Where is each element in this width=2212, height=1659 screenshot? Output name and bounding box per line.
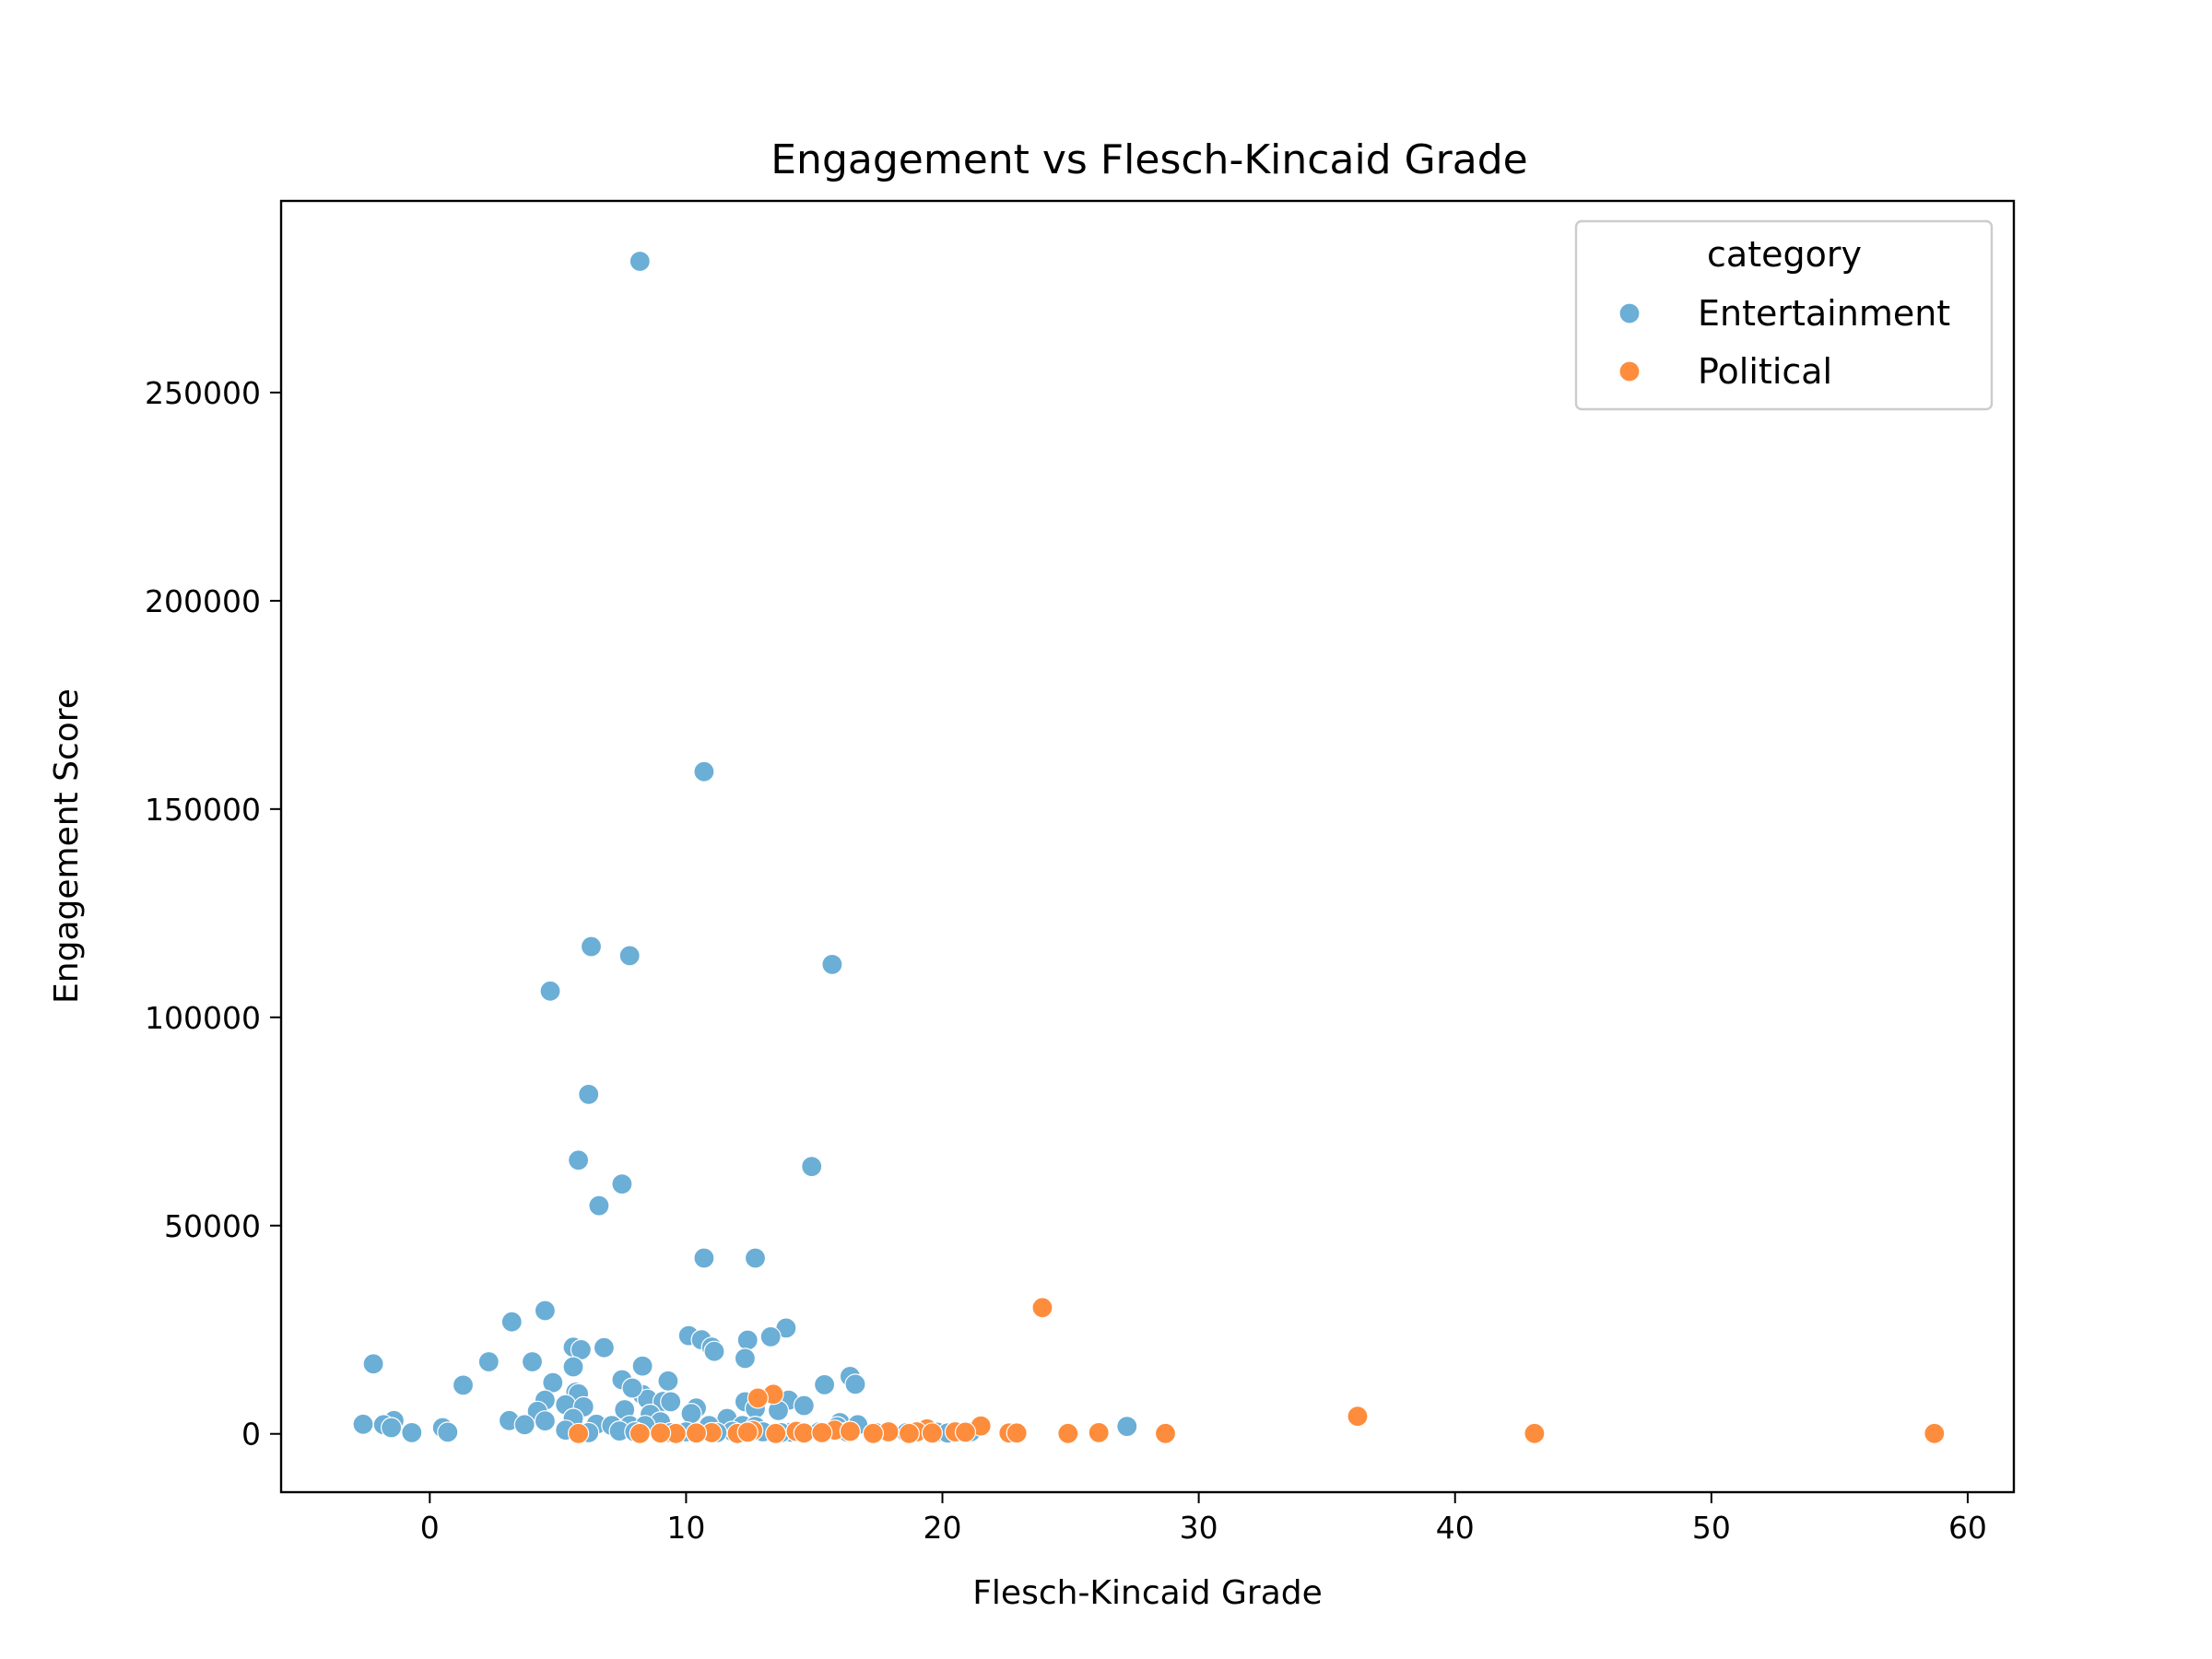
data-point [631, 1355, 653, 1377]
data-point [747, 1387, 769, 1409]
legend-marker-political [1618, 360, 1641, 382]
y-tick-label: 150000 [145, 792, 261, 828]
data-point [693, 760, 715, 782]
x-tick-label: 30 [1180, 1510, 1218, 1546]
legend-label-political: Political [1698, 351, 1832, 392]
data-point [1057, 1422, 1079, 1444]
x-axis: 0 10 20 30 40 50 60 [420, 1492, 1987, 1546]
data-point [813, 1373, 836, 1396]
data-point [898, 1422, 921, 1444]
data-point [611, 1172, 633, 1195]
data-point [811, 1421, 833, 1444]
data-point [793, 1422, 815, 1444]
data-point [1524, 1422, 1546, 1444]
points-layer [352, 250, 1946, 1444]
data-point [660, 1391, 682, 1413]
series-political [567, 1297, 1946, 1444]
data-point [352, 1413, 374, 1435]
data-point [921, 1422, 944, 1444]
legend-marker-entertainment [1618, 302, 1641, 324]
data-point [477, 1350, 500, 1373]
data-point [562, 1356, 584, 1378]
chart-title: Engagement vs Flesch-Kincaid Grade [771, 136, 1527, 183]
data-point [539, 980, 561, 1002]
data-point [381, 1417, 403, 1439]
data-point [649, 1422, 672, 1444]
x-tick-label: 60 [1948, 1510, 1987, 1546]
data-point [618, 945, 641, 967]
data-point [1006, 1422, 1028, 1444]
data-point [500, 1311, 523, 1333]
data-point [629, 1422, 651, 1444]
y-axis-label: Engagement Score [48, 688, 86, 1004]
data-point [844, 1373, 866, 1395]
y-axis: 0 50000 100000 150000 200000 250000 [145, 375, 281, 1453]
data-point [534, 1410, 557, 1432]
y-tick-label: 0 [241, 1417, 261, 1453]
data-point [1154, 1422, 1177, 1444]
data-point [801, 1155, 823, 1178]
data-point [862, 1422, 885, 1444]
data-point [736, 1329, 759, 1351]
data-point [593, 1336, 616, 1359]
data-point [621, 1377, 643, 1399]
data-point [629, 250, 651, 273]
data-point [588, 1194, 610, 1217]
data-point [839, 1420, 862, 1442]
x-tick-label: 0 [420, 1510, 440, 1546]
data-point [765, 1422, 787, 1444]
data-point [437, 1421, 459, 1443]
data-point [513, 1414, 535, 1436]
x-tick-label: 40 [1436, 1510, 1475, 1546]
data-point [657, 1370, 679, 1392]
data-point [736, 1421, 759, 1443]
legend: category Entertainment Political [1574, 219, 1994, 411]
data-point [521, 1350, 544, 1373]
x-tick-label: 20 [924, 1510, 962, 1546]
data-point [821, 953, 843, 976]
data-point [567, 1422, 590, 1444]
data-point [793, 1394, 815, 1417]
data-point [680, 1402, 702, 1425]
data-point [362, 1353, 384, 1375]
legend-title: category [1707, 234, 1862, 275]
plot-frame [279, 199, 2016, 1494]
x-axis-label: Flesch-Kincaid Grade [972, 1574, 1323, 1612]
data-point [1924, 1422, 1946, 1444]
data-point [744, 1247, 767, 1269]
data-point [759, 1325, 782, 1348]
y-tick-label: 250000 [145, 375, 261, 411]
data-point [1347, 1406, 1369, 1428]
x-tick-label: 10 [666, 1510, 705, 1546]
data-point [534, 1300, 557, 1322]
data-point [685, 1422, 708, 1444]
legend-label-entertainment: Entertainment [1698, 293, 1950, 334]
data-point [1088, 1421, 1110, 1444]
data-point [567, 1149, 590, 1171]
data-point [734, 1347, 757, 1370]
data-point [703, 1340, 725, 1362]
data-point [580, 935, 603, 958]
data-point [578, 1083, 600, 1106]
y-tick-label: 200000 [145, 583, 261, 619]
data-point [1116, 1415, 1138, 1438]
y-tick-label: 50000 [164, 1208, 261, 1244]
x-tick-label: 50 [1692, 1510, 1731, 1546]
data-point [1031, 1297, 1053, 1319]
data-point [452, 1374, 475, 1396]
data-point [693, 1247, 715, 1269]
data-point [401, 1421, 423, 1444]
legend-box [1574, 219, 1994, 411]
y-tick-label: 100000 [145, 1000, 261, 1036]
data-point [954, 1421, 977, 1443]
